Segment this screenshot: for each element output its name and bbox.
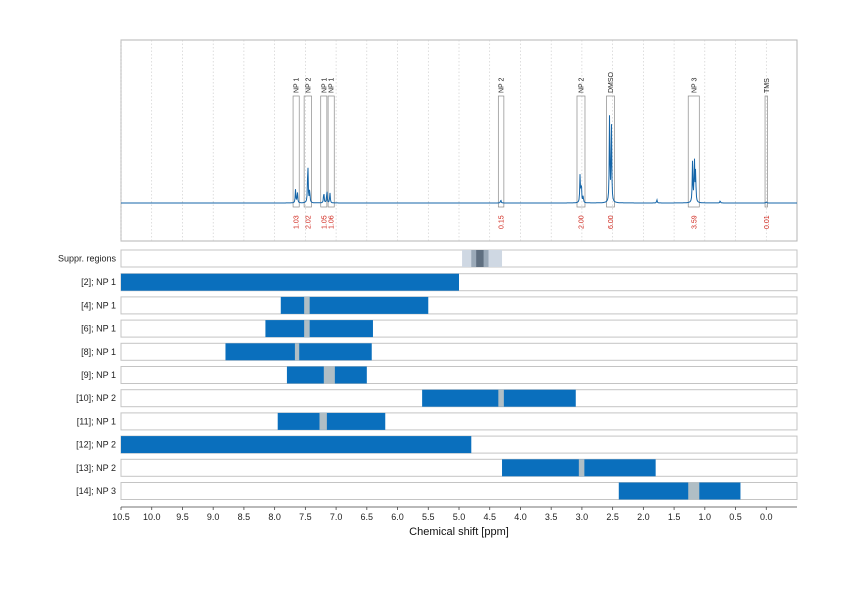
integral-label: 2.00 [578,215,585,229]
suppression-frame [120,249,798,268]
annotation-box [327,95,335,208]
row-frame [120,412,798,431]
row-frame [120,296,798,315]
x-tick-label: 1.5 [668,512,681,522]
range-gap [498,389,504,407]
x-tick-label: 2.0 [637,512,650,522]
row-label: [9]; NP 1 [81,370,116,380]
row-label: [12]; NP 2 [76,440,116,450]
integral-label: 1.05 [321,215,328,229]
x-axis: 10.5 10.0 9.5 9.0 8.5 8.0 7.5 7.0 6.5 6.0 5.5 5.0 4.… [112,506,797,538]
annotation-label: NP 1 [321,77,328,93]
suppression-label: Suppr. regions [58,254,117,264]
annotation-box [576,95,586,208]
row-label: [10]; NP 2 [76,393,116,403]
range-gap [304,296,310,314]
integral-label: 0.01 [764,215,771,229]
integral-label: 3.59 [691,215,698,229]
x-tick-label: 10.0 [143,512,161,522]
x-tick-label: 10.5 [112,512,130,522]
x-tick-label: 2.5 [606,512,619,522]
x-tick-label: 8.5 [238,512,251,522]
range-bar [618,482,741,500]
annotation-box [687,95,700,208]
x-tick-label: 3.0 [576,512,589,522]
spectrum-panel: NP 1 1.03 NP 2 2.02 NP 1 1.05 NP 1 1.06 NP 2 0.15… [120,39,798,242]
row-label: [4]; NP 1 [81,300,116,310]
x-tick-label: 6.5 [361,512,374,522]
x-tick-label: 7.0 [330,512,343,522]
x-tick-label: 6.0 [391,512,404,522]
annotation-label: NP 1 [329,77,336,93]
x-axis-title: Chemical shift [ppm] [409,526,509,538]
integral-label: 1.06 [329,215,336,229]
x-tick-label: 5.0 [453,512,466,522]
spectrum-frame [120,39,798,242]
range-bar [265,320,373,338]
range-bar [277,412,386,430]
annotation-label: NP 2 [578,77,585,93]
x-tick-label: 4.0 [514,512,527,522]
annotation-label: NP 1 [294,77,301,93]
x-tick-label: 0.0 [760,512,773,522]
x-tick-label: 8.0 [268,512,281,522]
row-frame [120,458,798,477]
x-tick-label: 9.5 [176,512,189,522]
range-gap [294,343,300,361]
row-label: [13]; NP 2 [76,463,116,473]
row-frame [120,319,798,338]
integral-label: 1.03 [294,215,301,229]
row-label: [2]; NP 1 [81,277,116,287]
row-frame [120,342,798,361]
range-bar [121,436,472,454]
row-frame [120,366,798,384]
annotation-label: NP 2 [499,77,506,93]
range-gap [578,459,585,477]
row-label: [14]; NP 3 [76,486,116,496]
x-tick-label: 3.5 [545,512,558,522]
integral-label: 2.02 [305,215,312,229]
range-gap [688,482,700,500]
row-label: [8]; NP 1 [81,347,116,357]
range-bar [280,296,429,314]
range-bar [121,273,459,291]
integral-label: 6.00 [608,215,615,229]
annotation-box [497,95,505,208]
x-tick-label: 4.5 [483,512,496,522]
x-tick-label: 7.5 [299,512,312,522]
annotation-box [303,95,312,208]
x-tick-label: 0.5 [729,512,742,522]
integral-label: 0.15 [499,215,506,229]
x-tick-label: 1.0 [699,512,712,522]
annotation-label: NP 3 [691,77,698,93]
annotation-box [320,95,328,208]
annotation-box [292,95,300,208]
suppression-region-core [476,250,484,267]
annotation-label: NP 2 [305,77,312,93]
x-tick-label: 9.0 [207,512,220,522]
range-gap [319,412,327,430]
annotation-label: DMSO [608,71,615,93]
spectrum-line [121,115,797,204]
annotation-box [764,95,768,208]
row-label: [11]; NP 1 [77,416,116,426]
range-rows: Suppr. regions [2]; NP 1 [4]; NP 1 [6]; NP … [58,249,798,500]
row-label: [6]; NP 1 [81,324,116,334]
range-gap [323,366,335,384]
range-gap [304,320,310,338]
annotation-label: TMS [764,78,771,93]
annotation-box [606,95,615,208]
x-tick-label: 5.5 [422,512,435,522]
